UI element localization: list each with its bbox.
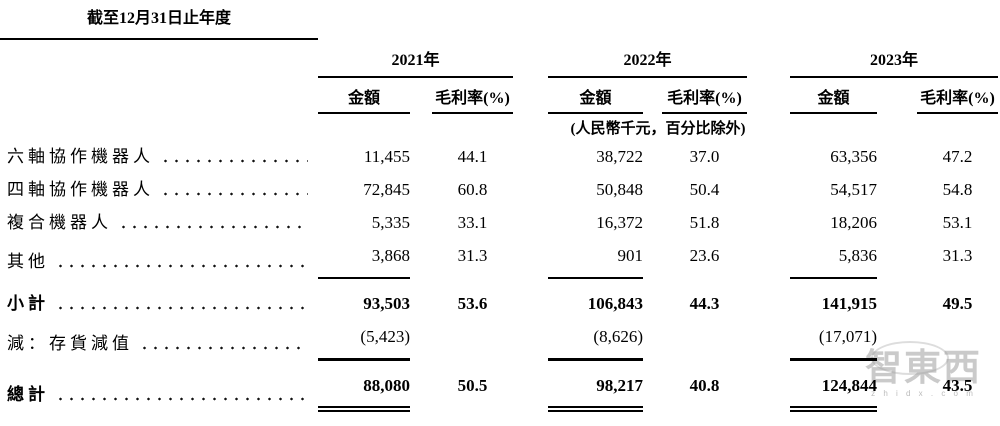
amount-cell: 98,217: [548, 361, 643, 412]
amount-cell: 16,372: [596, 212, 643, 232]
row-label: 四軸協作機器人: [7, 179, 154, 199]
dot-leader: [118, 224, 308, 229]
col-header-amount-2021: 金額: [318, 78, 410, 114]
amount-cell: (5,423): [318, 320, 410, 361]
margin-cell: 37.0: [689, 146, 720, 166]
margin-cell: 50.4: [689, 179, 720, 199]
amount-cell: 54,517: [830, 179, 877, 199]
row-label: 小計: [7, 293, 49, 313]
amount-cell: (8,626): [548, 320, 643, 361]
row-label: 六軸協作機器人: [7, 146, 154, 166]
amount-cell: 63,356: [830, 146, 877, 166]
amount-cell: 901: [548, 239, 643, 279]
unit-note: (人民幣千元，百分比除外): [570, 121, 746, 137]
table-row: 四軸協作機器人 72,845 60.8 50,848 50.4 54,517 54.8: [0, 173, 1000, 206]
amount-cell: 38,722: [596, 146, 643, 166]
amount-cell: 124,844: [790, 361, 877, 412]
margin-cell: 53.6: [457, 293, 488, 313]
dot-leader: [55, 397, 308, 401]
margin-cell: 60.8: [457, 179, 488, 199]
margin-cell: 54.8: [942, 179, 973, 199]
row-label-cell: 複合機器人: [0, 206, 318, 239]
table-row: 其他 3,868 31.3 901 23.6 5,836 31.3: [0, 239, 1000, 279]
col-header-margin-2022: 毛利率(%): [662, 78, 747, 114]
amount-cell: (17,071): [790, 320, 877, 361]
row-label-cell: 小計: [0, 279, 318, 321]
unit-note-row: (人民幣千元，百分比除外): [0, 114, 1000, 140]
amount-cell: 5,836: [790, 239, 877, 279]
year-header-row: 2021年 2022年 2023年: [0, 40, 1000, 78]
margin-cell: 31.3: [457, 245, 488, 265]
year-header-2023: 2023年: [790, 40, 998, 78]
margin-cell: 31.3: [942, 245, 973, 265]
margin-cell: [432, 320, 513, 361]
col-header-amount-2022: 金額: [548, 78, 643, 114]
table-row: 複合機器人 5,335 33.1 16,372 51.8 18,206 53.1: [0, 206, 1000, 239]
year-header-2022: 2022年: [548, 40, 747, 78]
margin-cell: 49.5: [942, 293, 973, 313]
col-header-margin-2021: 毛利率(%): [432, 78, 513, 114]
margin-cell: 47.2: [942, 146, 973, 166]
margin-cell: 44.3: [689, 293, 720, 313]
margin-cell: 43.5: [942, 375, 973, 395]
row-label: 其他: [7, 252, 49, 271]
margin-cell: 23.6: [689, 245, 720, 265]
dot-leader: [139, 346, 308, 350]
table-row: 總計 88,080 50.5 98,217 40.8 124,844 43.5: [0, 361, 1000, 412]
margin-cell: 40.8: [689, 375, 720, 395]
year-header-2021: 2021年: [318, 40, 513, 78]
amount-cell: 18,206: [830, 212, 877, 232]
row-label-cell: 其他: [0, 239, 318, 279]
margin-cell: [662, 320, 747, 361]
margin-cell: 33.1: [457, 212, 488, 232]
col-header-amount-2023: 金額: [790, 78, 877, 114]
table-row: 六軸協作機器人 11,455 44.1 38,722 37.0 63,356 47.2: [0, 140, 1000, 173]
row-label-cell: 六軸協作機器人: [0, 140, 318, 173]
dot-leader: [160, 158, 308, 163]
row-label-cell: 總計: [0, 361, 318, 412]
amount-cell: 88,080: [318, 361, 410, 412]
amount-cell: 5,335: [371, 212, 410, 232]
table-row: 小計 93,503 53.6 106,843 44.3 141,915 49.5: [0, 279, 1000, 321]
margin-cell: 51.8: [689, 212, 720, 232]
row-label: 減：存貨減值: [7, 334, 133, 353]
amount-cell: 106,843: [587, 293, 643, 313]
margin-cell: 44.1: [457, 146, 488, 166]
col-header-margin-2023: 毛利率(%): [917, 78, 998, 114]
margin-cell: 53.1: [942, 212, 973, 232]
dot-leader: [55, 305, 308, 310]
amount-cell: 141,915: [821, 293, 877, 313]
row-label: 總計: [7, 385, 49, 404]
column-header-row: 金額 毛利率(%) 金額 毛利率(%) 金額 毛利率(%): [0, 78, 1000, 114]
row-label: 複合機器人: [7, 212, 112, 232]
amount-cell: 50,848: [596, 179, 643, 199]
table-header-title-row: 截至12月31日止年度: [0, 0, 1000, 40]
dot-leader: [55, 264, 308, 268]
amount-cell: 11,455: [363, 146, 410, 166]
table-title: 截至12月31日止年度: [0, 0, 318, 40]
amount-cell: 93,503: [363, 293, 410, 313]
row-label-cell: 減：存貨減值: [0, 320, 318, 361]
margin-cell: [917, 320, 998, 361]
dot-leader: [160, 191, 308, 196]
table-body: 六軸協作機器人 11,455 44.1 38,722 37.0 63,356 47.2 四軸協…: [0, 140, 1000, 412]
amount-cell: 3,868: [318, 239, 410, 279]
row-label-cell: 四軸協作機器人: [0, 173, 318, 206]
table-row: 減：存貨減值 (5,423) (8,626) (17,071): [0, 320, 1000, 361]
amount-cell: 72,845: [363, 179, 410, 199]
margin-cell: 50.5: [457, 375, 488, 395]
